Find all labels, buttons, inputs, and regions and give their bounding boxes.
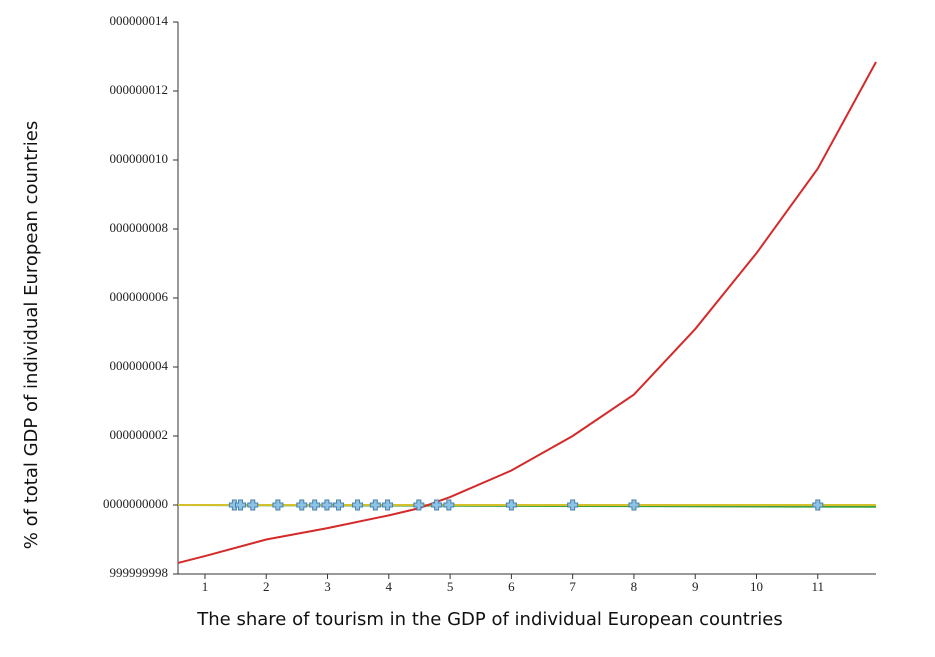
x-axis-label: The share of tourism in the GDP of indiv… [196,609,782,630]
point [382,499,394,511]
x-tick-label: 8 [631,579,638,594]
point [333,499,345,511]
x-tick-label: 11 [812,579,825,594]
point [296,499,308,511]
point [247,499,259,511]
x-tick-label: 4 [386,579,393,594]
point [272,499,284,511]
point [413,499,425,511]
x-tick-label: 6 [508,579,515,594]
point [567,499,579,511]
x-tick-label: 9 [692,579,699,594]
point [431,499,443,511]
point [628,499,640,511]
y-axis-label: % of total GDP of individual European co… [21,121,42,549]
point [352,499,364,511]
y-tick-label: 000000004 [110,358,169,373]
y-tick-label: 000000014 [110,13,169,28]
x-tick-label: 2 [263,579,270,594]
point [321,499,333,511]
y-tick-label: 000000002 [110,427,169,442]
y-tick-label: 0000000000 [103,496,168,511]
x-tick-label: 3 [324,579,331,594]
y-tick-label: 999999998 [110,565,169,580]
x-tick-label: 1 [202,579,209,594]
point [443,499,455,511]
x-tick-label: 10 [750,579,763,594]
y-tick-label: 000000006 [110,289,169,304]
point [309,499,321,511]
y-tick-label: 000000012 [110,82,169,97]
point [369,499,381,511]
x-tick-label: 5 [447,579,454,594]
point [505,499,517,511]
y-tick-label: 000000008 [110,220,169,235]
point [812,499,824,511]
y-tick-label: 000000010 [110,151,169,166]
line [177,61,877,564]
point [235,499,247,511]
x-tick-label: 7 [569,579,576,594]
